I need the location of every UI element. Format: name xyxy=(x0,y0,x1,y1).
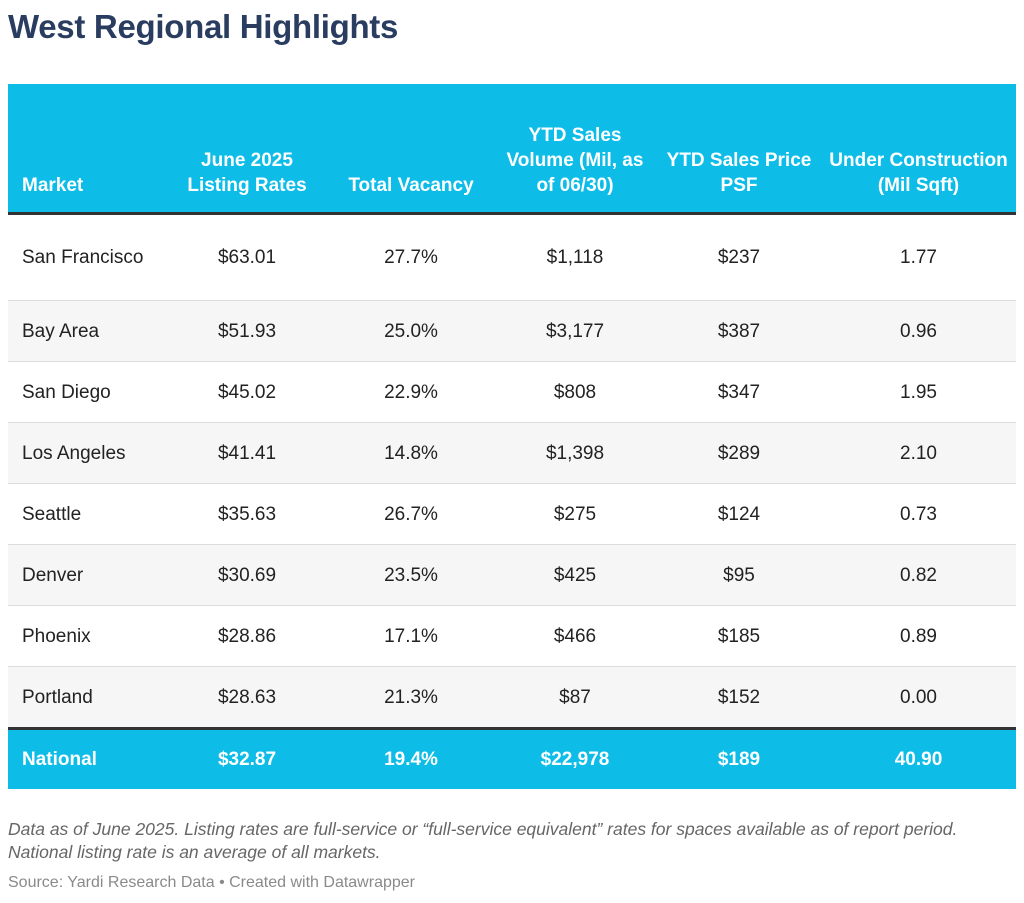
table-cell: $289 xyxy=(657,422,821,484)
table-cell: 23.5% xyxy=(329,544,493,606)
table-cell: $45.02 xyxy=(165,361,329,423)
market-name: San Diego xyxy=(8,361,165,423)
table-cell: $87 xyxy=(493,666,657,730)
table-cell: 21.3% xyxy=(329,666,493,730)
table-cell: $30.69 xyxy=(165,544,329,606)
table-cell: $28.63 xyxy=(165,666,329,730)
table-cell: 0.89 xyxy=(821,605,1016,667)
table-cell: 0.00 xyxy=(821,666,1016,730)
column-header: Total Vacancy xyxy=(329,84,493,215)
column-header: Under Construction (Mil Sqft) xyxy=(821,84,1016,215)
table-cell: 1.77 xyxy=(821,213,1016,301)
table-row: Portland $28.63 21.3% $87 $152 0.00 xyxy=(8,666,1016,730)
footnote: Data as of June 2025. Listing rates are … xyxy=(8,819,958,862)
table-cell: $95 xyxy=(657,544,821,606)
table-cell: 1.95 xyxy=(821,361,1016,423)
table-cell: $185 xyxy=(657,605,821,667)
market-name: Bay Area xyxy=(8,300,165,362)
table-cell: 26.7% xyxy=(329,483,493,545)
table-cell: $1,398 xyxy=(493,422,657,484)
table-cell: $152 xyxy=(657,666,821,730)
table-cell: $347 xyxy=(657,361,821,423)
table-cell: 22.9% xyxy=(329,361,493,423)
table-cell: $1,118 xyxy=(493,213,657,301)
table-cell: $237 xyxy=(657,213,821,301)
table-cell: $3,177 xyxy=(493,300,657,362)
table-cell: 25.0% xyxy=(329,300,493,362)
table-row: Los Angeles $41.41 14.8% $1,398 $289 2.10 xyxy=(8,422,1016,484)
market-name: Phoenix xyxy=(8,605,165,667)
table-cell: $387 xyxy=(657,300,821,362)
column-header: YTD Sales Price PSF xyxy=(657,84,821,215)
market-name: National xyxy=(8,728,165,789)
table-cell: $63.01 xyxy=(165,213,329,301)
table-cell: $275 xyxy=(493,483,657,545)
table-cell: $28.86 xyxy=(165,605,329,667)
table-cell: 0.73 xyxy=(821,483,1016,545)
table-row: Bay Area $51.93 25.0% $3,177 $387 0.96 xyxy=(8,300,1016,362)
market-name: Seattle xyxy=(8,483,165,545)
market-name: Los Angeles xyxy=(8,422,165,484)
table-row: San Francisco $63.01 27.7% $1,118 $237 1.77 xyxy=(8,213,1016,301)
table-cell: 0.96 xyxy=(821,300,1016,362)
table-cell: $124 xyxy=(657,483,821,545)
table-cell: $51.93 xyxy=(165,300,329,362)
market-name: Denver xyxy=(8,544,165,606)
table-row: San Diego $45.02 22.9% $808 $347 1.95 xyxy=(8,361,1016,423)
table-cell: $35.63 xyxy=(165,483,329,545)
table-row: Phoenix $28.86 17.1% $466 $185 0.89 xyxy=(8,605,1016,667)
table-cell: 0.82 xyxy=(821,544,1016,606)
table-cell: 27.7% xyxy=(329,213,493,301)
page-title: West Regional Highlights xyxy=(8,8,399,45)
table-cell: $189 xyxy=(657,728,821,789)
table-cell: $22,978 xyxy=(493,728,657,789)
table-row: Denver $30.69 23.5% $425 $95 0.82 xyxy=(8,544,1016,606)
national-row: National $32.87 19.4% $22,978 $189 40.90 xyxy=(8,728,1016,789)
table-cell: 40.90 xyxy=(821,728,1016,789)
table-cell: 19.4% xyxy=(329,728,493,789)
market-name: Portland xyxy=(8,666,165,730)
table-cell: 2.10 xyxy=(821,422,1016,484)
column-header: Market xyxy=(8,84,165,215)
market-table: Market June 2025 Listing Rates Total Vacan… xyxy=(8,84,1016,789)
table-cell: $466 xyxy=(493,605,657,667)
table-cell: 14.8% xyxy=(329,422,493,484)
table-row: Seattle $35.63 26.7% $275 $124 0.73 xyxy=(8,483,1016,545)
market-name: San Francisco xyxy=(8,213,165,301)
column-header: YTD Sales Volume (Mil, as of 06/30) xyxy=(493,84,657,215)
table-cell: $425 xyxy=(493,544,657,606)
table-cell: $808 xyxy=(493,361,657,423)
source-line: Source: Yardi Research Data • Created wi… xyxy=(8,874,415,891)
column-header: June 2025 Listing Rates xyxy=(165,84,329,215)
table-cell: 17.1% xyxy=(329,605,493,667)
header-row: Market June 2025 Listing Rates Total Vacan… xyxy=(8,84,1016,215)
table-cell: $41.41 xyxy=(165,422,329,484)
table-cell: $32.87 xyxy=(165,728,329,789)
